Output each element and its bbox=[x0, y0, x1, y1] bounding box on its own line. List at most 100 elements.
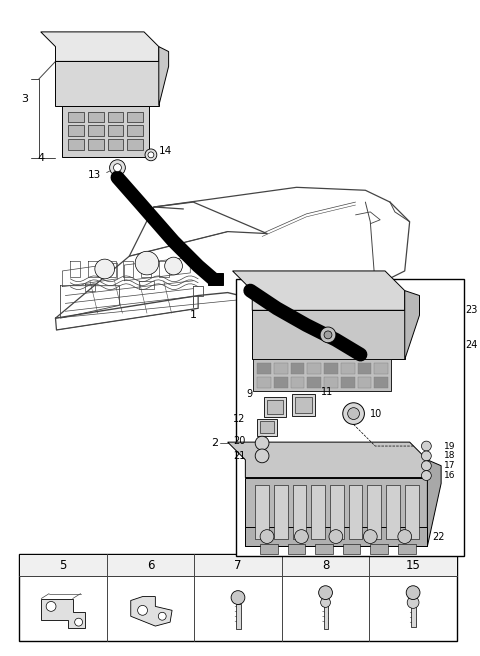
Circle shape bbox=[421, 441, 432, 451]
Circle shape bbox=[158, 612, 166, 620]
Circle shape bbox=[138, 605, 147, 615]
Bar bbox=[311, 485, 325, 539]
Circle shape bbox=[421, 461, 432, 470]
Text: 18: 18 bbox=[444, 451, 456, 461]
Circle shape bbox=[348, 407, 360, 419]
Bar bbox=[260, 421, 274, 433]
Bar bbox=[386, 485, 400, 539]
Bar bbox=[324, 604, 328, 629]
Bar bbox=[208, 273, 223, 285]
Bar bbox=[288, 544, 305, 554]
Polygon shape bbox=[245, 478, 427, 546]
Circle shape bbox=[75, 618, 83, 626]
Polygon shape bbox=[228, 442, 427, 478]
Polygon shape bbox=[41, 598, 84, 628]
Bar bbox=[290, 363, 304, 374]
Polygon shape bbox=[62, 106, 149, 157]
Bar bbox=[274, 377, 288, 388]
Bar bbox=[267, 400, 283, 413]
Bar bbox=[374, 363, 388, 374]
Polygon shape bbox=[252, 310, 405, 359]
Circle shape bbox=[109, 160, 125, 176]
Bar bbox=[307, 377, 321, 388]
Bar bbox=[68, 125, 84, 136]
Text: 4: 4 bbox=[38, 153, 45, 163]
Bar bbox=[398, 544, 416, 554]
Text: 3: 3 bbox=[21, 94, 28, 104]
Bar bbox=[88, 112, 104, 123]
Bar bbox=[348, 485, 362, 539]
Circle shape bbox=[295, 529, 308, 543]
Text: 6: 6 bbox=[147, 559, 154, 571]
Text: 23: 23 bbox=[466, 305, 478, 316]
Bar bbox=[341, 377, 355, 388]
Circle shape bbox=[148, 152, 154, 158]
Bar bbox=[257, 419, 277, 436]
Polygon shape bbox=[159, 47, 168, 106]
Bar bbox=[405, 485, 419, 539]
Bar bbox=[307, 363, 321, 374]
Bar bbox=[19, 554, 457, 576]
Text: 13: 13 bbox=[88, 169, 101, 180]
Bar bbox=[88, 139, 104, 150]
Text: 12: 12 bbox=[233, 413, 245, 424]
Circle shape bbox=[255, 436, 269, 450]
Circle shape bbox=[343, 403, 364, 424]
Bar bbox=[341, 363, 355, 374]
Polygon shape bbox=[131, 596, 172, 626]
Text: 7: 7 bbox=[234, 559, 242, 571]
Bar bbox=[255, 485, 269, 539]
Bar bbox=[324, 377, 338, 388]
Circle shape bbox=[319, 586, 333, 600]
Circle shape bbox=[407, 596, 419, 608]
Text: 1: 1 bbox=[190, 310, 197, 320]
Bar bbox=[127, 112, 143, 123]
Bar bbox=[264, 397, 286, 417]
Text: 10: 10 bbox=[370, 409, 383, 419]
Bar bbox=[367, 485, 381, 539]
Text: 5: 5 bbox=[59, 559, 67, 571]
Text: 8: 8 bbox=[322, 559, 329, 571]
Bar bbox=[257, 377, 271, 388]
Bar bbox=[358, 363, 372, 374]
Polygon shape bbox=[405, 291, 420, 359]
Text: 15: 15 bbox=[406, 559, 420, 571]
Bar bbox=[358, 377, 372, 388]
Circle shape bbox=[165, 257, 182, 275]
Polygon shape bbox=[233, 271, 405, 310]
Bar bbox=[88, 125, 104, 136]
Circle shape bbox=[421, 451, 432, 461]
Bar bbox=[374, 377, 388, 388]
Text: 19: 19 bbox=[444, 441, 456, 451]
Bar bbox=[245, 527, 427, 546]
Bar bbox=[274, 485, 288, 539]
Circle shape bbox=[255, 449, 269, 462]
Bar bbox=[295, 397, 312, 413]
Bar bbox=[411, 605, 416, 627]
Bar bbox=[108, 125, 123, 136]
Circle shape bbox=[421, 470, 432, 480]
Circle shape bbox=[406, 586, 420, 600]
Bar bbox=[291, 394, 315, 415]
Bar bbox=[370, 544, 388, 554]
Circle shape bbox=[320, 327, 336, 342]
Text: 24: 24 bbox=[466, 340, 478, 350]
Circle shape bbox=[114, 164, 121, 172]
Bar bbox=[253, 359, 391, 391]
Bar bbox=[236, 604, 241, 629]
Text: 11: 11 bbox=[321, 387, 334, 397]
Circle shape bbox=[329, 529, 343, 543]
Text: 22: 22 bbox=[432, 531, 445, 542]
Text: 14: 14 bbox=[159, 146, 172, 156]
Bar bbox=[330, 485, 344, 539]
Circle shape bbox=[145, 149, 157, 161]
Text: 16: 16 bbox=[444, 471, 456, 480]
Polygon shape bbox=[41, 32, 159, 62]
Bar bbox=[108, 112, 123, 123]
Bar bbox=[127, 139, 143, 150]
Bar bbox=[108, 139, 123, 150]
Circle shape bbox=[231, 590, 245, 604]
Bar bbox=[343, 544, 360, 554]
Text: 17: 17 bbox=[444, 461, 456, 470]
Bar bbox=[293, 485, 306, 539]
